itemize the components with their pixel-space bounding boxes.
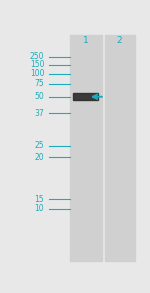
Bar <box>105 35 135 261</box>
Text: 150: 150 <box>30 60 44 69</box>
Text: 15: 15 <box>35 195 44 204</box>
Bar <box>70 35 102 261</box>
Bar <box>73 93 98 100</box>
Text: 1: 1 <box>83 36 89 45</box>
Text: 50: 50 <box>35 92 44 101</box>
Text: 20: 20 <box>35 153 44 162</box>
Text: 75: 75 <box>35 79 44 88</box>
Text: 100: 100 <box>30 69 44 79</box>
Text: 37: 37 <box>35 109 44 118</box>
Text: 10: 10 <box>35 205 44 213</box>
Text: 25: 25 <box>35 141 44 150</box>
Text: 250: 250 <box>30 52 44 61</box>
Text: 2: 2 <box>117 36 122 45</box>
